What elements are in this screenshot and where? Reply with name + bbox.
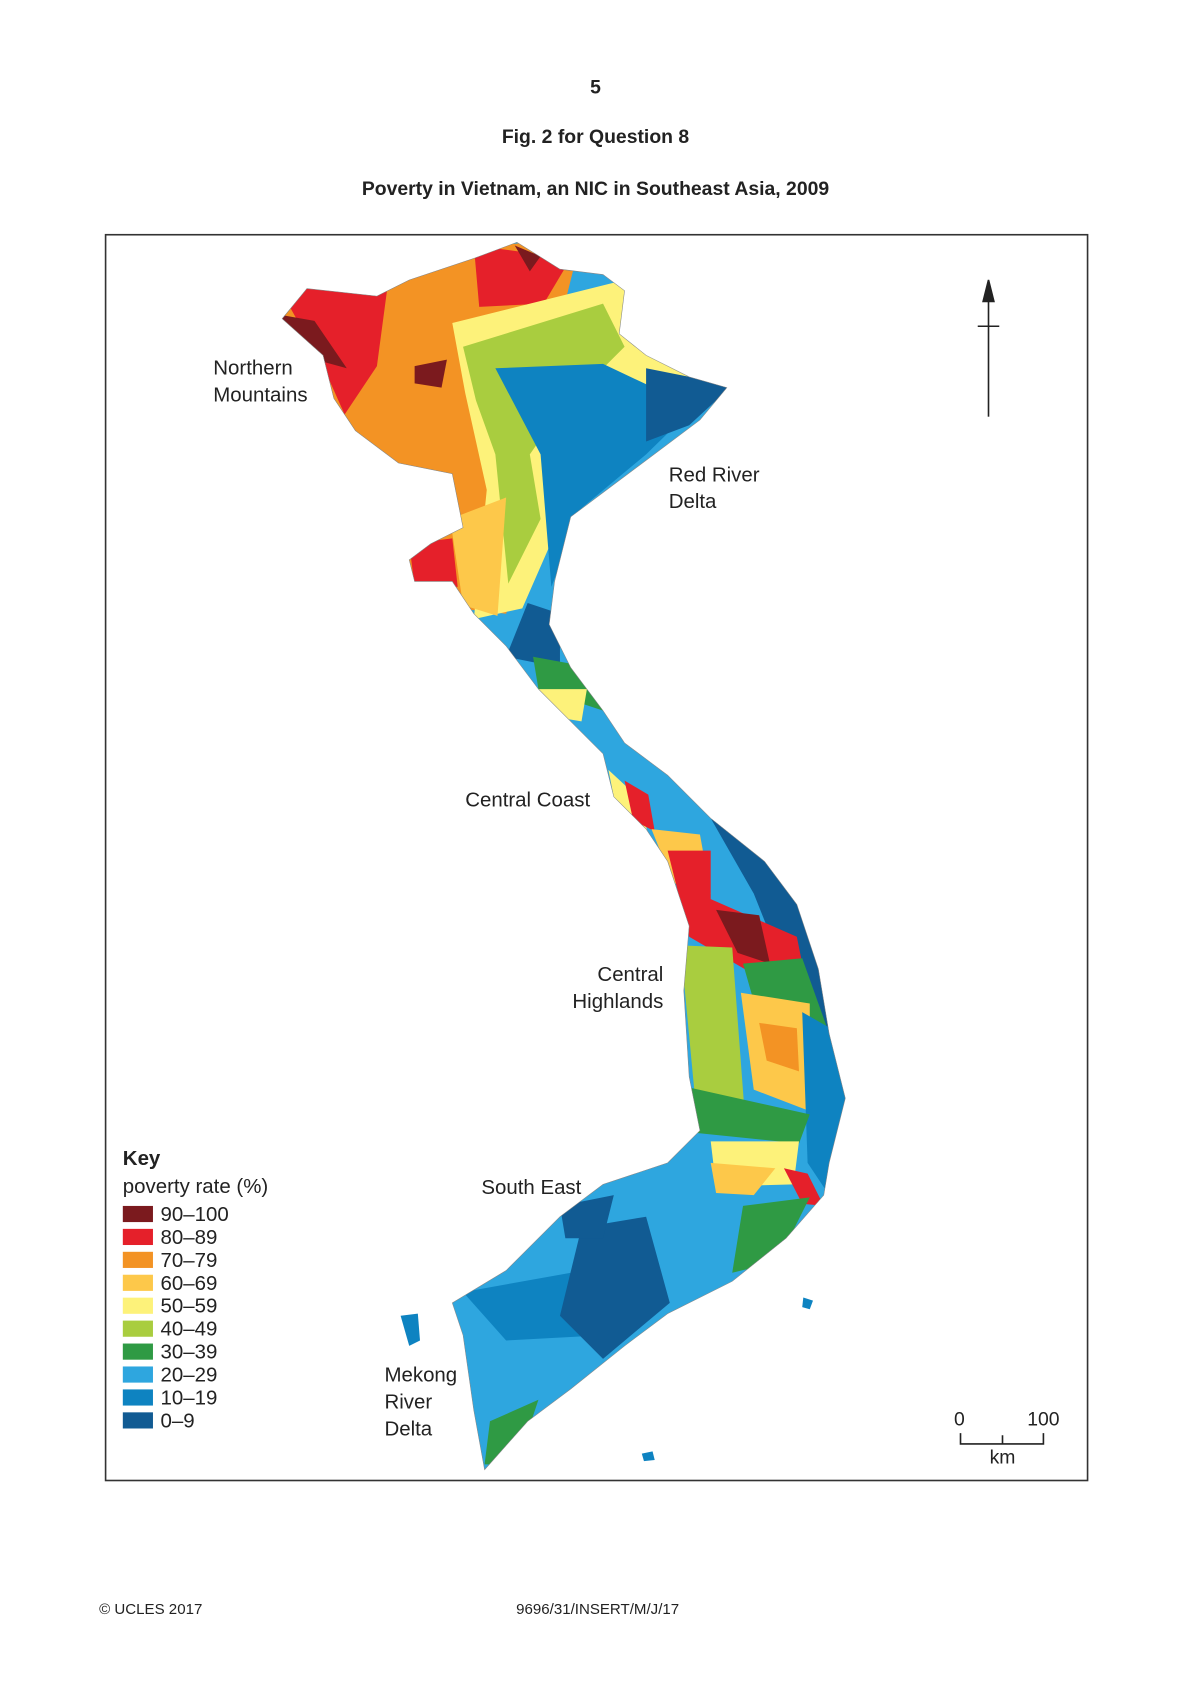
map-region [759, 1022, 800, 1072]
legend-swatch [122, 1251, 153, 1268]
scale-line [959, 1433, 1045, 1445]
scale-end: 100 [1027, 1409, 1060, 1431]
map [282, 242, 846, 1470]
region-label: Red River [669, 463, 760, 486]
region-label: River [384, 1390, 432, 1413]
north-arrow-head [982, 279, 995, 303]
legend-swatch [122, 1366, 153, 1383]
island [802, 1297, 813, 1310]
map-region [414, 359, 447, 388]
legend-label: 10–19 [161, 1386, 218, 1409]
map-region [514, 245, 541, 272]
figure-title: Fig. 2 for Question 8 [502, 126, 690, 148]
scale-start: 0 [954, 1409, 965, 1431]
map-title: Poverty in Vietnam, an NIC in Southeast … [362, 178, 830, 200]
region-label: Central Coast [465, 788, 590, 811]
map-region [689, 1087, 810, 1144]
region-label: Central [597, 963, 663, 986]
map-region [506, 602, 560, 668]
legend-label: 70–79 [161, 1249, 218, 1272]
legend-label: 30–39 [161, 1341, 218, 1364]
legend-label: 40–49 [161, 1318, 218, 1341]
scale-bar: 0 100 km [954, 1409, 1060, 1469]
map-region [538, 689, 587, 722]
footer-center: 9696/31/INSERT/M/J/17 [516, 1601, 679, 1618]
map-region [732, 1197, 810, 1273]
footer-left: © UCLES 2017 [99, 1601, 202, 1618]
legend-swatch [122, 1297, 153, 1314]
map-region [409, 538, 458, 587]
map-region [484, 1399, 539, 1465]
legend-swatch [122, 1412, 153, 1429]
region-label: Delta [669, 490, 717, 513]
key-title: Key [123, 1147, 161, 1170]
map-frame [104, 233, 1089, 1482]
region-label: Mekong [384, 1363, 457, 1386]
legend-swatch [122, 1205, 153, 1223]
map-region [450, 497, 507, 616]
region-label: Highlands [572, 990, 663, 1013]
legend-swatch [122, 1228, 153, 1246]
legend-swatch [122, 1274, 153, 1291]
map-region [559, 1216, 670, 1359]
map-region [716, 909, 770, 964]
region-label: Mountains [213, 384, 307, 407]
map-region [710, 1162, 776, 1196]
north-arrow [977, 279, 1000, 417]
legend-label: 90–100 [161, 1203, 229, 1226]
legend-label: 20–29 [161, 1364, 218, 1387]
island [400, 1313, 420, 1346]
legend-swatch [122, 1320, 153, 1337]
region-label: Northern [213, 357, 293, 380]
region-label: Delta [384, 1417, 432, 1440]
map-region [680, 945, 746, 1120]
key-subtitle: poverty rate (%) [123, 1175, 268, 1198]
legend-label: 50–59 [161, 1295, 218, 1318]
page-number: 5 [590, 77, 601, 99]
legend-label: 0–9 [161, 1409, 195, 1432]
region-label: South East [481, 1176, 581, 1199]
legend: 90–10080–8970–7960–6950–5940–4930–3920–2… [122, 1203, 229, 1432]
legend-swatch [122, 1343, 153, 1360]
map-region [495, 363, 695, 587]
map-region [783, 1168, 824, 1206]
map-region [624, 780, 655, 832]
map-region [646, 368, 733, 442]
legend-label: 80–89 [161, 1226, 218, 1249]
scale-unit: km [990, 1446, 1016, 1468]
legend-swatch [122, 1389, 153, 1406]
legend-label: 60–69 [161, 1272, 218, 1295]
region-labels: Northern Mountains Red River Delta Central C… [213, 357, 760, 1441]
map-region [282, 314, 347, 369]
island [641, 1451, 655, 1462]
